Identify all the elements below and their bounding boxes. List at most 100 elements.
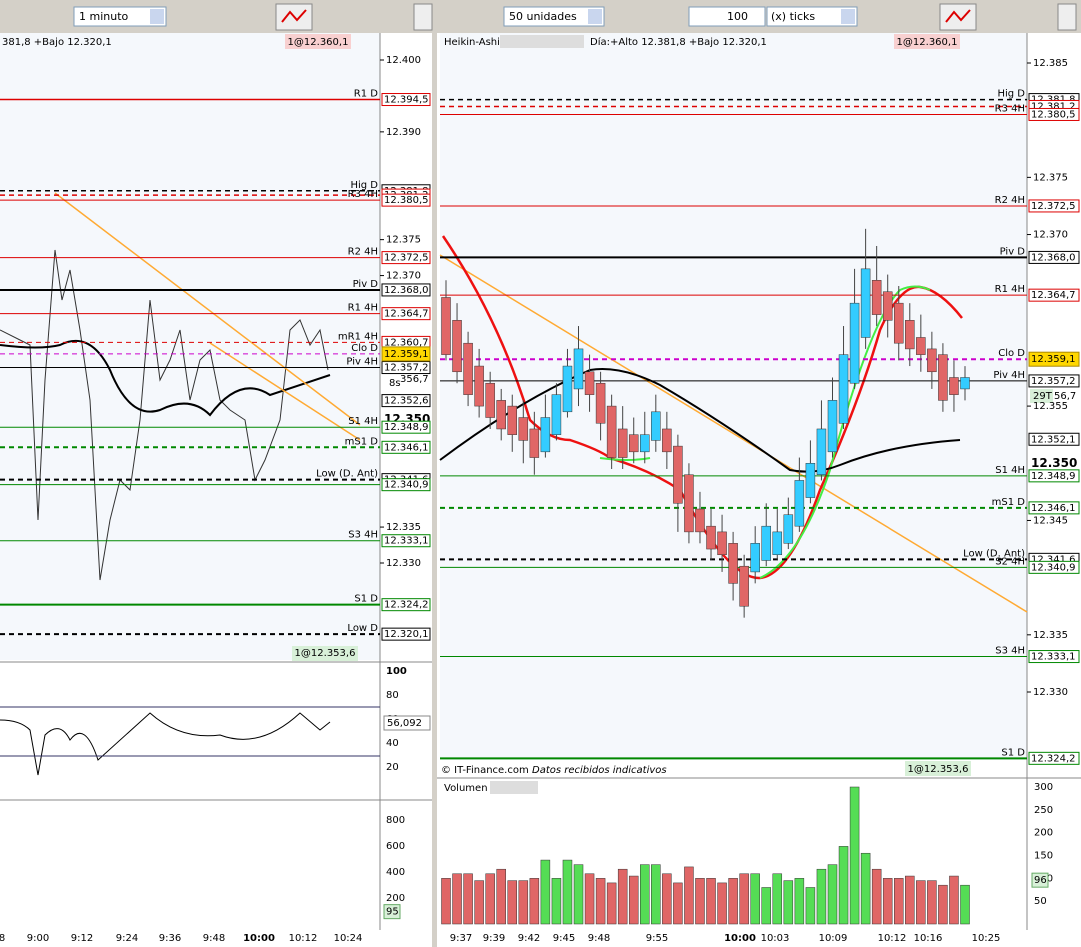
level-tag [1028, 374, 1080, 388]
tag [1030, 389, 1053, 403]
rsi-tag [383, 715, 431, 731]
volume-tag [383, 904, 401, 920]
side-tag: 56,7 [1054, 391, 1076, 402]
badge [905, 761, 971, 776]
candle-body [761, 525, 771, 561]
dropdown-btn[interactable] [841, 9, 855, 24]
level-tag-label: 12.372,5 [1031, 201, 1076, 212]
volume-bar [507, 880, 518, 925]
candle-body [938, 354, 948, 401]
level-tag-label: 12.324,2 [1031, 753, 1076, 764]
candle-body [750, 543, 760, 573]
x-tick-label: 9:48 [588, 933, 610, 944]
volume-bar [595, 878, 606, 925]
y-tick-label: 12.335 [1033, 630, 1068, 641]
candle-body [573, 348, 584, 390]
y-tick-label: 12.355 [1033, 401, 1068, 412]
level-tag-label: 12.394,5 [384, 95, 429, 106]
volume-bar [518, 880, 529, 925]
x-tick-label: 9:48 [203, 933, 225, 944]
candle-body [927, 348, 937, 373]
level-name: S1 D [1001, 747, 1025, 758]
volume-bar [628, 875, 639, 925]
level-tag [381, 534, 431, 548]
level-tag [1028, 650, 1080, 664]
volume-bar [617, 868, 628, 925]
level-tag-label: 12.346,1 [1031, 503, 1076, 514]
level-name: S2 4H [995, 556, 1025, 567]
level-name: mR1 4H [338, 331, 378, 342]
mode-select[interactable] [766, 6, 858, 27]
level-name: mS1 D [345, 436, 379, 447]
candle-body [673, 445, 683, 504]
volume-bar [717, 882, 727, 925]
x-tick-label: 10:25 [972, 933, 1001, 944]
level-tag-label: 12.333,1 [384, 536, 429, 547]
last-tag-label: 12.359,1 [1031, 354, 1076, 365]
volume-bar [485, 873, 495, 925]
level-tag-label: 12.346,1 [384, 442, 429, 453]
volume-bar [838, 846, 849, 925]
candle-body [827, 400, 838, 453]
candle-body [496, 400, 506, 430]
left-plot [0, 33, 380, 660]
level-tag-label: 12.352,1 [1031, 434, 1076, 445]
level-tag-label: 12.380,5 [1031, 109, 1076, 120]
current-price: 12.350 [1031, 456, 1077, 470]
indicator-icons[interactable] [500, 35, 584, 48]
level-tag-label: 12.340,9 [1031, 562, 1076, 573]
level-tag-label: 12.348,9 [384, 422, 429, 433]
candle-body [617, 428, 628, 458]
chart-type-btn[interactable] [275, 3, 313, 31]
level-tag [381, 627, 431, 641]
count-input[interactable] [688, 6, 766, 27]
sync-btn[interactable] [413, 3, 433, 31]
last-tag [381, 346, 431, 362]
volume-bar [728, 878, 738, 925]
candle-body [595, 382, 606, 424]
y-tick-label: 12.375 [386, 235, 421, 246]
x-tick-label: 9:55 [646, 933, 668, 944]
badge [292, 646, 358, 661]
volume-icons[interactable] [490, 781, 538, 794]
level-name: Clo D [351, 343, 378, 354]
sync-btn[interactable] [1057, 3, 1077, 31]
volume-tick-label: 400 [386, 867, 405, 878]
y-tick-label: 12.345 [1033, 515, 1068, 526]
moving-average [439, 368, 961, 473]
units-select[interactable] [503, 6, 605, 27]
level-tag-label: 12.352,6 [384, 396, 429, 407]
candle-body [794, 480, 805, 527]
volume-tick-label: 800 [386, 815, 405, 826]
volume-bar [761, 887, 771, 925]
side-tag: 356,7 [400, 374, 429, 385]
period-select[interactable] [73, 6, 167, 27]
level-name: mS1 D [992, 497, 1026, 508]
level-tag [1028, 560, 1080, 574]
level-name: Piv D [353, 279, 379, 290]
volume-bar [827, 864, 838, 925]
dropdown-btn[interactable] [588, 9, 602, 24]
candle-body [728, 543, 738, 584]
count-tag: 29T [1033, 391, 1053, 402]
volume-bar [463, 873, 473, 925]
level-name: Clo D [998, 348, 1025, 359]
x-tick-label: 10:12 [289, 933, 318, 944]
candle-body [584, 371, 595, 395]
indicator-name[interactable]: Heikin-Ashi [444, 37, 500, 48]
volume-bar [949, 875, 959, 925]
level-name: Low (D. Ant) [963, 548, 1025, 559]
level-name: S1 D [354, 594, 378, 605]
level-tag [381, 478, 431, 492]
volume-bar [739, 873, 749, 925]
level-name: S1 4H [995, 465, 1025, 476]
y-tick-label: 12.385 [1033, 58, 1068, 69]
x-tick-label: 9:00 [27, 933, 49, 944]
level-tag [1028, 501, 1080, 515]
volume-tick-label: 200 [1034, 828, 1053, 839]
level-tag-label: 12.368,0 [1031, 252, 1076, 263]
count-text: 100 [727, 10, 748, 23]
dropdown-btn[interactable] [150, 9, 164, 24]
candle-body [960, 377, 970, 390]
